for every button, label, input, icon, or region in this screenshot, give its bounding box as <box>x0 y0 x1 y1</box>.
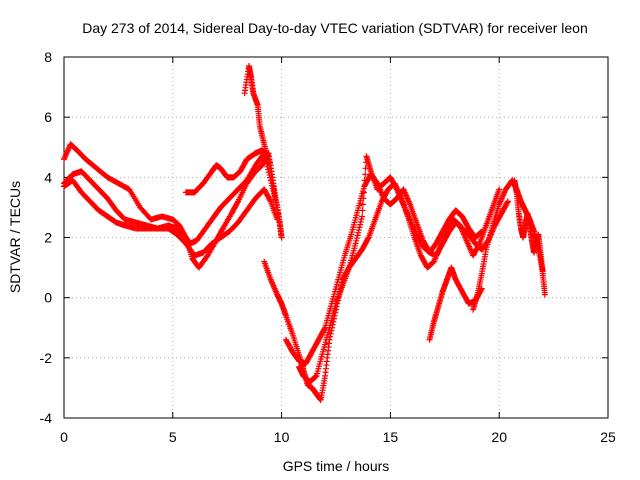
series-track-k <box>511 177 548 298</box>
data-point <box>541 291 548 298</box>
series-track-g <box>282 171 511 367</box>
y-tick-label: -4 <box>40 410 53 426</box>
data-point <box>478 229 485 236</box>
data-point <box>312 373 319 380</box>
y-tick-label: 6 <box>44 109 52 125</box>
data-point <box>328 327 335 334</box>
data-point <box>355 229 362 236</box>
series-track-e <box>241 63 285 241</box>
data-point <box>393 185 400 192</box>
axis-ticks: 0 5 10 15 20 25 -4 -2 0 2 4 6 8 <box>40 49 616 445</box>
x-tick-label: 20 <box>491 429 507 445</box>
data-point <box>359 213 366 220</box>
data-point <box>504 198 511 205</box>
y-tick-label: 0 <box>44 290 52 306</box>
x-tick-label: 5 <box>169 429 177 445</box>
data-point <box>357 218 364 225</box>
data-point <box>267 197 274 204</box>
x-axis-label: GPS time / hours <box>283 458 390 474</box>
data-point <box>477 229 484 236</box>
y-tick-label: 4 <box>44 169 52 185</box>
chart-title: Day 273 of 2014, Sidereal Day-to-day VTE… <box>82 20 588 36</box>
data-point <box>263 161 270 168</box>
data-point <box>354 232 361 239</box>
data-point <box>364 235 371 242</box>
data-point <box>504 199 511 206</box>
y-tick-label: 2 <box>44 230 52 246</box>
data-point <box>362 171 369 178</box>
data-point <box>359 207 366 214</box>
data-point <box>312 374 319 381</box>
data-point <box>357 221 364 228</box>
x-tick-label: 15 <box>383 429 399 445</box>
data-point <box>265 169 272 176</box>
data-point <box>266 171 273 178</box>
series-track-b <box>61 150 281 247</box>
y-tick-label: 8 <box>44 49 52 65</box>
x-tick-label: 25 <box>600 429 616 445</box>
y-axis-label: SDTVAR / TECUs <box>7 181 23 293</box>
series-track-d <box>182 147 272 196</box>
data-point <box>361 183 368 190</box>
data-points <box>61 63 548 403</box>
series-track-h <box>296 153 485 385</box>
grid <box>64 57 608 418</box>
x-tick-label: 0 <box>60 429 68 445</box>
data-point <box>264 163 271 170</box>
data-point <box>265 166 272 173</box>
data-point <box>278 234 285 241</box>
data-point <box>234 199 241 206</box>
data-point <box>355 226 362 233</box>
data-point <box>360 195 367 202</box>
data-point <box>361 177 368 184</box>
data-point <box>353 237 360 244</box>
data-point <box>359 201 366 208</box>
y-tick-label: -2 <box>40 350 53 366</box>
x-tick-label: 10 <box>274 429 290 445</box>
data-point <box>327 330 334 337</box>
data-point <box>496 186 503 193</box>
data-point <box>353 235 360 242</box>
series-track-c <box>61 177 281 259</box>
data-point <box>478 228 485 235</box>
data-point <box>352 240 359 247</box>
data-point <box>321 325 328 332</box>
data-point <box>358 216 365 223</box>
data-point <box>360 189 367 196</box>
data-point <box>356 224 363 231</box>
